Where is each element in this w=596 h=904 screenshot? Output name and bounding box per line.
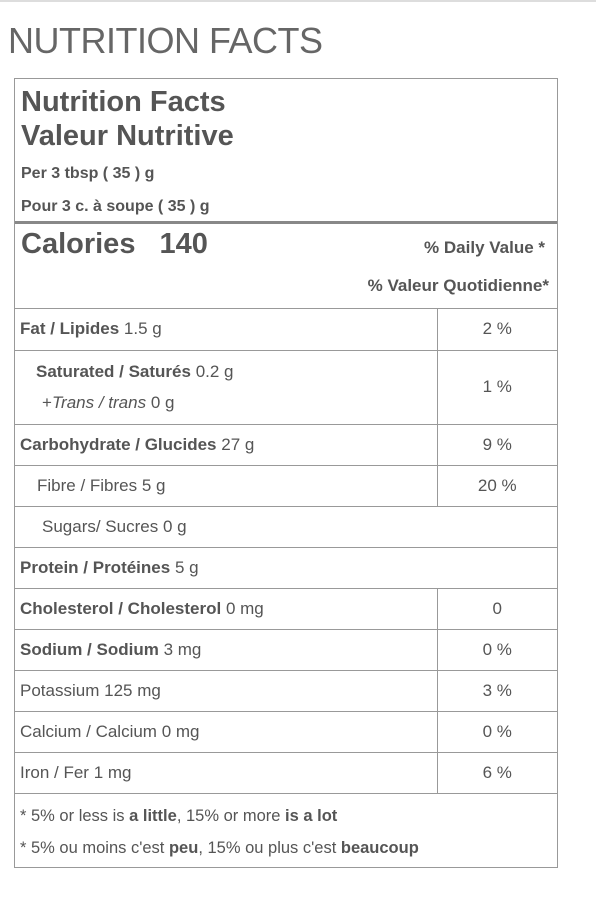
- title-fr: Valeur Nutritive: [21, 120, 234, 152]
- text: Calcium / Calcium: [20, 721, 157, 741]
- serving-en: Per 3 tbsp ( 35 ) g: [21, 165, 155, 182]
- table-row: Iron / Fer 1 mg 6 %: [15, 752, 557, 794]
- table-row: Saturated / Saturés 0.2 g +Trans / trans …: [15, 350, 557, 425]
- daily-value-cell: 2 %: [436, 309, 557, 351]
- text: +Trans / trans 0 g: [36, 393, 437, 413]
- table-row: Potassium 125 mg 3 %: [15, 670, 557, 712]
- table-row: Cholesterol / Cholesterol 0 mg 0: [15, 588, 557, 630]
- table-row: Sugars/ Sucres 0 g: [15, 506, 557, 548]
- bold-text: Fat / Lipides: [20, 319, 120, 339]
- text: Fibre / Fibres: [37, 475, 138, 495]
- text-line: * 5% ou moins c'est peu, 15% ou plus c'e…: [20, 832, 552, 864]
- daily-value-en: % Daily Value *: [424, 238, 545, 257]
- table-row: Calcium / Calcium 0 mg 0 %: [15, 711, 557, 753]
- text: , 15% or more: [176, 806, 286, 825]
- daily-value-cell: 0 %: [436, 629, 557, 671]
- calories-label: Calories: [21, 228, 136, 260]
- text: 3 mg: [163, 639, 202, 659]
- serving-fr: Pour 3 c. à soupe ( 35 ) g: [21, 198, 210, 215]
- text: 0 mg: [225, 598, 264, 618]
- table-cell: Fibre / Fibres 5 g: [15, 465, 437, 507]
- text: 0.2 g: [195, 361, 234, 381]
- table-cell: Sodium / Sodium 3 mg: [15, 629, 437, 671]
- table-cell: Carbohydrate / Glucides 27 g: [15, 424, 437, 466]
- table-cell: Fat / Lipides 1.5 g: [15, 309, 437, 351]
- daily-value-cell: 0 %: [436, 711, 557, 753]
- top-rule: [0, 0, 596, 2]
- bold-text: Cholesterol / Cholesterol: [20, 598, 222, 618]
- calories-value: 140: [159, 228, 208, 260]
- text: 5 g: [141, 475, 166, 495]
- table-cell: Sugars/ Sucres 0 g: [15, 506, 557, 548]
- daily-value-fr: % Valeur Quotidienne*: [367, 276, 549, 295]
- bold-text: peu: [168, 838, 199, 857]
- daily-value-cell: 3 %: [436, 670, 557, 712]
- text: 27 g: [221, 434, 255, 454]
- footnote: * 5% or less is a little, 15% or more is…: [15, 794, 557, 867]
- text: 0 g: [150, 392, 175, 412]
- daily-value-cell: 1 %: [436, 350, 557, 425]
- bold-text: Saturated / Saturés: [36, 361, 191, 381]
- bold-text: Carbohydrate / Glucides: [20, 434, 217, 454]
- page-title: NUTRITION FACTS: [8, 20, 323, 61]
- text: * 5% or less is: [20, 806, 130, 825]
- daily-value-cell: 20 %: [436, 465, 557, 507]
- text: 0 mg: [161, 721, 200, 741]
- calories-row: Calories 140 % Daily Value * % Valeur Quo…: [15, 224, 557, 309]
- bold-text: Protein / Protéines: [20, 557, 171, 577]
- table-cell: Saturated / Saturés 0.2 g +Trans / trans …: [15, 350, 437, 425]
- text: Iron / Fer: [20, 762, 89, 782]
- text: 5 g: [174, 557, 199, 577]
- table-cell: Cholesterol / Cholesterol 0 mg: [15, 588, 437, 630]
- text: 1 mg: [93, 762, 132, 782]
- text: 125 mg: [104, 680, 161, 700]
- table-cell: Iron / Fer 1 mg: [15, 752, 437, 794]
- daily-value-cell: 9 %: [436, 424, 557, 466]
- bold-text: beaucoup: [340, 838, 419, 857]
- text: 0 g: [162, 516, 187, 536]
- table-cell: Potassium 125 mg: [15, 670, 437, 712]
- text: * 5% ou moins c'est: [20, 838, 169, 857]
- table-row: Protein / Protéines 5 g: [15, 547, 557, 589]
- table-cell: Calcium / Calcium 0 mg: [15, 711, 437, 753]
- calories: Calories 140: [21, 228, 208, 261]
- title-en: Nutrition Facts: [21, 86, 226, 118]
- nutrition-label: Nutrition Facts Valeur Nutritive Per 3 t…: [14, 78, 558, 868]
- text: Potassium: [20, 680, 100, 700]
- table-row: Sodium / Sodium 3 mg 0 %: [15, 629, 557, 671]
- bold-text: is a lot: [285, 806, 338, 825]
- table-row: Fibre / Fibres 5 g 20 %: [15, 465, 557, 507]
- label-header: Nutrition Facts Valeur Nutritive Per 3 t…: [15, 79, 557, 224]
- daily-value-cell: 6 %: [436, 752, 557, 794]
- text-line: * 5% or less is a little, 15% or more is…: [20, 800, 552, 832]
- table-cell: Protein / Protéines 5 g: [15, 547, 557, 589]
- text: , 15% ou plus c'est: [198, 838, 341, 857]
- daily-value-cell: 0: [436, 588, 557, 630]
- text: 1.5 g: [123, 319, 162, 339]
- bold-text: a little: [129, 806, 177, 825]
- bold-text: Sodium / Sodium: [20, 639, 159, 659]
- italic-text: Trans / trans: [51, 392, 147, 412]
- text: Sugars/ Sucres: [42, 516, 159, 536]
- text: +: [42, 392, 52, 412]
